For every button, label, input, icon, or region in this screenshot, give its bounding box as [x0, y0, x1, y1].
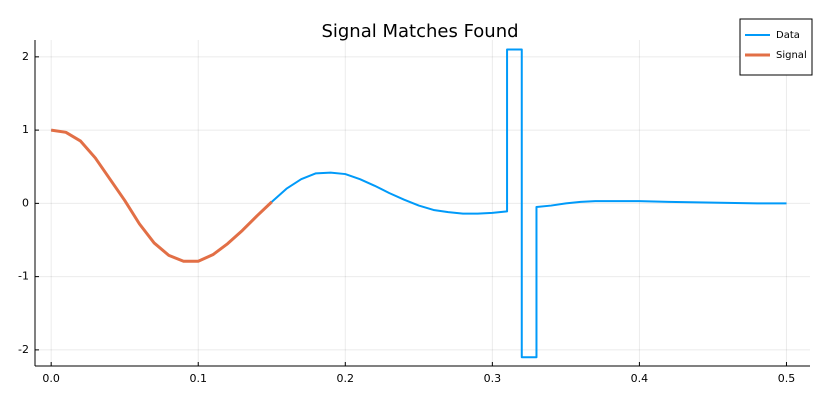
- x-tick-label: 0.2: [337, 372, 355, 385]
- legend-label: Signal: [776, 50, 807, 61]
- y-tick-label: -2: [18, 343, 29, 356]
- x-tick-label: 0.4: [631, 372, 649, 385]
- chart-title: Signal Matches Found: [321, 21, 518, 42]
- x-tick-label: 0.5: [778, 372, 796, 385]
- y-tick-label: 2: [22, 50, 29, 63]
- x-tick-label: 0.1: [189, 372, 207, 385]
- y-tick-label: 0: [22, 196, 29, 209]
- x-tick-label: 0.0: [42, 372, 60, 385]
- y-tick-label: -1: [18, 270, 29, 283]
- legend-label: Data: [776, 30, 800, 41]
- y-tick-label: 1: [22, 123, 29, 136]
- x-tick-label: 0.3: [484, 372, 502, 385]
- series-line: [50, 128, 273, 263]
- legend-box: [739, 18, 813, 76]
- legend: Data Signal: [739, 18, 813, 76]
